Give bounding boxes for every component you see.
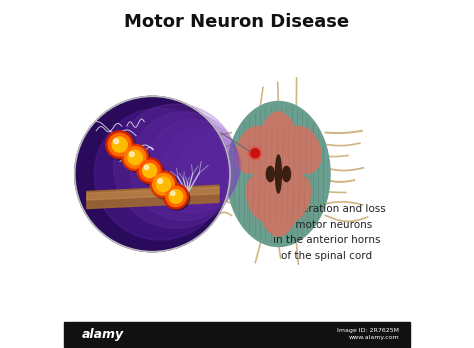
Circle shape — [144, 165, 149, 170]
Circle shape — [146, 120, 239, 213]
Circle shape — [122, 144, 148, 171]
Ellipse shape — [227, 102, 330, 246]
Circle shape — [129, 152, 134, 157]
Circle shape — [179, 135, 241, 197]
Circle shape — [94, 108, 226, 240]
Ellipse shape — [236, 126, 272, 173]
Ellipse shape — [275, 155, 282, 193]
Circle shape — [166, 186, 186, 207]
Circle shape — [106, 131, 134, 158]
Circle shape — [75, 96, 230, 252]
Circle shape — [153, 174, 174, 195]
Circle shape — [143, 164, 157, 177]
Ellipse shape — [285, 126, 321, 173]
Text: Motor Neuron Disease: Motor Neuron Disease — [125, 14, 349, 31]
Ellipse shape — [254, 112, 303, 236]
Circle shape — [251, 149, 260, 158]
Circle shape — [137, 158, 163, 183]
Circle shape — [158, 179, 163, 183]
Circle shape — [163, 127, 240, 205]
Circle shape — [124, 147, 146, 168]
Circle shape — [112, 137, 127, 152]
Ellipse shape — [266, 166, 274, 182]
Circle shape — [108, 133, 131, 156]
Circle shape — [123, 146, 150, 172]
Circle shape — [150, 171, 177, 197]
Circle shape — [114, 139, 118, 144]
Ellipse shape — [246, 176, 273, 220]
Text: Image ID: 2R7625M
www.alamy.com: Image ID: 2R7625M www.alamy.com — [337, 329, 399, 340]
FancyBboxPatch shape — [64, 322, 410, 347]
Circle shape — [171, 191, 175, 196]
Circle shape — [107, 132, 135, 160]
Circle shape — [152, 173, 178, 199]
Circle shape — [156, 177, 171, 191]
Text: Degeneration and loss
of motor neurons
in the anterior horns
of the spinal cord: Degeneration and loss of motor neurons i… — [268, 204, 386, 261]
Circle shape — [128, 150, 142, 165]
Ellipse shape — [284, 176, 310, 220]
Circle shape — [114, 104, 238, 228]
Circle shape — [130, 112, 239, 221]
Circle shape — [165, 185, 190, 210]
Circle shape — [139, 160, 160, 181]
Text: alamy: alamy — [82, 328, 124, 341]
Circle shape — [248, 147, 262, 160]
Circle shape — [138, 159, 164, 185]
Circle shape — [164, 184, 188, 209]
Ellipse shape — [283, 166, 291, 182]
Circle shape — [169, 190, 183, 203]
